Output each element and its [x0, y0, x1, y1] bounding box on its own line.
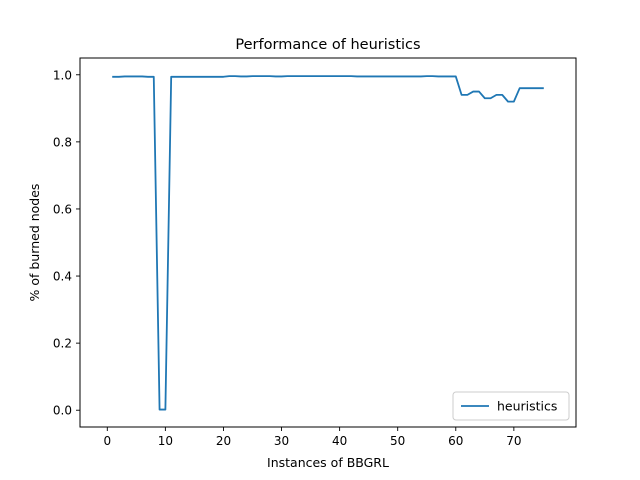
x-tick-label: 40: [332, 434, 347, 448]
y-tick-label: 0.0: [53, 404, 72, 418]
y-tick-label: 0.2: [53, 337, 72, 351]
y-tick-label: 0.6: [53, 202, 72, 216]
x-tick-label: 10: [158, 434, 173, 448]
x-axis-label: Instances of BBGRL: [267, 455, 389, 470]
x-tick-label: 70: [506, 434, 521, 448]
x-tick-label: 30: [274, 434, 289, 448]
y-axis-label: % of burned nodes: [27, 184, 42, 302]
series-layer: [112, 75, 544, 411]
y-tick-label: 1.0: [53, 68, 72, 82]
plot-area-frame: [79, 57, 577, 428]
legend-box: [452, 391, 570, 421]
legend-entry-heuristics: heuristics: [497, 399, 557, 414]
y-tick-label: 0.4: [53, 270, 72, 284]
legend: heuristics: [452, 391, 570, 421]
series-line-heuristics: [112, 75, 544, 411]
x-tick-label: 60: [448, 434, 463, 448]
chart-title: Performance of heuristics: [235, 37, 420, 53]
x-tick-label: 20: [216, 434, 231, 448]
x-axis-ticks: 0 10 20 30 40 50 60 70: [103, 427, 521, 448]
y-axis-ticks: 0.0 0.2 0.4 0.6 0.8 1.0: [53, 68, 80, 418]
x-tick-label: 0: [103, 434, 111, 448]
y-tick-label: 0.8: [53, 135, 72, 149]
x-tick-label: 50: [390, 434, 405, 448]
